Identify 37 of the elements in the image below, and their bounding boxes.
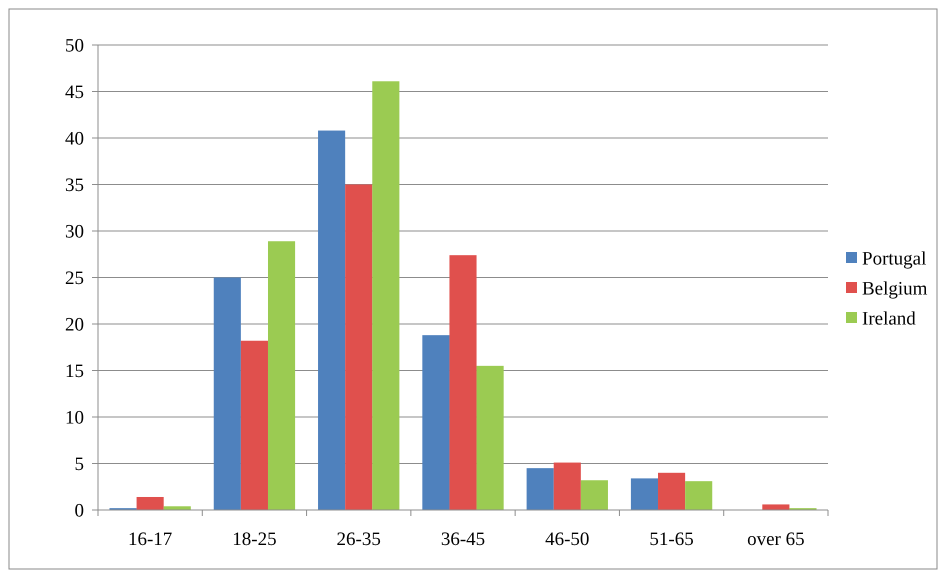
legend-label: Portugal (862, 248, 926, 270)
bar (268, 241, 296, 510)
bar (372, 81, 400, 510)
y-tick-label: 20 (65, 314, 84, 336)
y-tick-label: 25 (65, 268, 84, 290)
y-tick-label: 45 (65, 82, 84, 104)
legend-label: Belgium (862, 278, 928, 300)
y-tick-label: 40 (65, 128, 84, 150)
bar (685, 481, 712, 510)
y-tick-label: 5 (74, 454, 84, 476)
bar (554, 462, 581, 510)
bar (345, 184, 372, 510)
x-tick-label: 16-17 (128, 529, 172, 550)
y-tick-label: 0 (74, 500, 84, 522)
legend-label: Ireland (862, 308, 916, 330)
bar (526, 468, 554, 510)
y-tick-label: 50 (65, 36, 84, 57)
bar (476, 366, 504, 510)
bar (214, 278, 241, 510)
x-tick-label: 36-45 (440, 529, 486, 550)
bar (240, 340, 268, 510)
y-tick-label: 30 (65, 222, 84, 243)
x-tick-label: 18-25 (232, 529, 277, 550)
x-tick-label: 46-50 (545, 529, 590, 550)
bar (318, 130, 346, 510)
bar (658, 472, 686, 510)
y-tick-label: 35 (65, 175, 84, 196)
x-tick-label: 51-65 (649, 529, 694, 550)
y-tick-label: 10 (65, 408, 84, 429)
x-tick-label: 26-35 (336, 529, 381, 550)
bar (422, 335, 450, 510)
y-tick-label: 15 (65, 361, 84, 382)
bar (580, 480, 608, 510)
bar (449, 255, 477, 510)
bar (136, 496, 164, 510)
bar (630, 478, 658, 510)
x-tick-label: over 65 (747, 529, 805, 550)
